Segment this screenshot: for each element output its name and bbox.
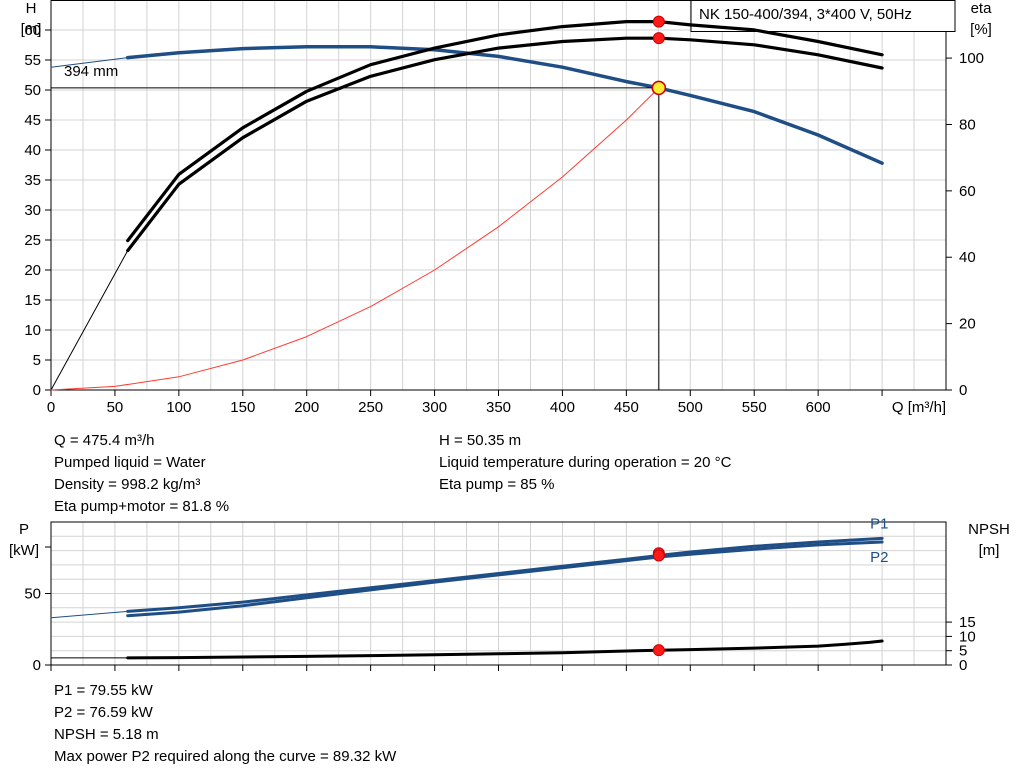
series-line-1 — [126, 540, 884, 618]
x-axis-label: Q [m³/h] — [892, 399, 946, 416]
y-tick-label: 40 — [24, 142, 41, 159]
npsh-readout: NPSH = 5.18 m — [54, 726, 159, 743]
x-tick-label: 300 — [422, 399, 447, 416]
y2-tick-label: 40 — [959, 249, 976, 266]
x-tick-label: 450 — [614, 399, 639, 416]
y-tick-label: 25 — [24, 232, 41, 249]
y2-tick-label: 5 — [959, 643, 967, 660]
y-tick-label: 35 — [24, 172, 41, 189]
y-axis-label: P — [19, 521, 29, 538]
temperature-readout: Liquid temperature during operation = 20… — [439, 454, 732, 471]
y2-axis-unit: [m] — [979, 542, 1000, 559]
y2-tick-label: 100 — [959, 50, 984, 67]
series-label-P1: P1 — [870, 515, 888, 532]
y2-tick-label: 20 — [959, 316, 976, 333]
eta-pump-readout: Eta pump = 85 % — [439, 476, 555, 493]
y-tick-label: 20 — [24, 262, 41, 279]
y-tick-label: 55 — [24, 52, 41, 69]
flow-readout: Q = 475.4 m³/h — [54, 432, 155, 449]
p2-duty-point — [652, 549, 665, 562]
y2-axis-label: NPSH — [968, 521, 1010, 538]
duty-point — [651, 80, 667, 96]
series-line-5 — [50, 87, 660, 391]
liquid-readout: Pumped liquid = Water — [54, 454, 206, 471]
curve-label: 394 mm — [64, 63, 118, 80]
y-tick-label: 30 — [24, 202, 41, 219]
x-tick-label: 50 — [107, 399, 124, 416]
series-label-P2: P2 — [870, 549, 888, 566]
title-box — [690, 0, 956, 32]
eta-duty-point — [652, 32, 665, 45]
series-line-2 — [126, 20, 884, 243]
y2-tick-label: 10 — [959, 628, 976, 645]
x-tick-label: 500 — [678, 399, 703, 416]
series-line-1 — [50, 57, 129, 68]
x-tick-label: 600 — [806, 399, 831, 416]
npsh-duty-point — [652, 644, 665, 657]
series-line-3 — [126, 36, 884, 253]
y-tick-label: 50 — [24, 82, 41, 99]
y-tick-label: 60 — [24, 22, 41, 39]
x-tick-label: 400 — [550, 399, 575, 416]
p1-readout: P1 = 79.55 kW — [54, 682, 153, 699]
eta-duty-point — [652, 15, 665, 28]
series-line-4 — [50, 250, 129, 391]
y-axis-label: H — [26, 0, 37, 17]
x-tick-label: 150 — [230, 399, 255, 416]
power-info: P1 = 79.55 kW P2 = 76.59 kW NPSH = 5.18 … — [54, 680, 396, 768]
x-tick-label: 350 — [486, 399, 511, 416]
x-tick-label: 200 — [294, 399, 319, 416]
y2-axis-label: eta — [971, 0, 993, 17]
x-tick-label: 550 — [742, 399, 767, 416]
max-power-readout: Max power P2 required along the curve = … — [54, 748, 397, 765]
y-tick-label: 15 — [24, 292, 41, 309]
y-tick-label: 5 — [33, 352, 41, 369]
x-tick-label: 0 — [47, 399, 55, 416]
duty-info-left: Q = 475.4 m³/h Pumped liquid = Water Den… — [54, 430, 229, 518]
y-tick-label: 0 — [33, 382, 41, 399]
y-tick-label: 45 — [24, 112, 41, 129]
y-tick-label: 10 — [24, 322, 41, 339]
y2-tick-label: 15 — [959, 614, 976, 631]
duty-info-right: H = 50.35 m Liquid temperature during op… — [439, 430, 731, 496]
pump-curve-chart: 0 50 100 150 200 250 300 350 400 450 500 550 600 Q [m… — [21, 0, 993, 416]
density-readout: Density = 998.2 kg/m³ — [54, 476, 201, 493]
p2-readout: P2 = 76.59 kW — [54, 704, 153, 721]
series-line-0 — [125, 45, 884, 165]
series-line-2 — [50, 610, 129, 619]
series-line-3 — [126, 639, 884, 660]
y2-tick-label: 0 — [959, 382, 967, 399]
y-tick-label: 0 — [33, 657, 41, 674]
x-tick-label: 100 — [166, 399, 191, 416]
eta-pump-motor-readout: Eta pump+motor = 81.8 % — [54, 498, 230, 515]
y-axis-unit: [m] — [21, 21, 42, 38]
y2-axis-unit: [%] — [970, 21, 992, 38]
y2-tick-label: 0 — [959, 657, 967, 674]
y-tick-label: 50 — [24, 586, 41, 603]
y2-tick-label: 80 — [959, 116, 976, 133]
x-tick-label: 250 — [358, 399, 383, 416]
y2-tick-label: 60 — [959, 183, 976, 200]
chart-title: NK 150-400/394, 3*400 V, 50Hz — [699, 6, 912, 23]
y-axis-unit: [kW] — [9, 542, 39, 559]
head-readout: H = 50.35 m — [439, 432, 522, 449]
